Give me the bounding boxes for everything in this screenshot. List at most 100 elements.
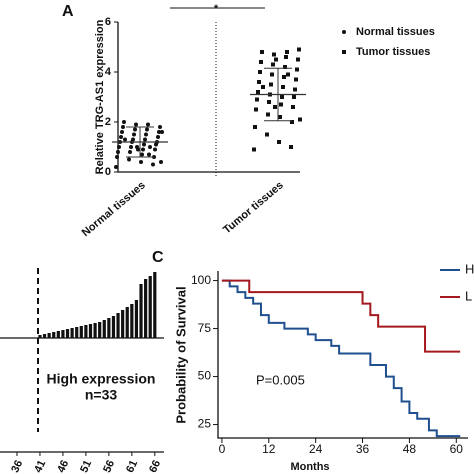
bar — [42, 334, 47, 338]
dot — [117, 145, 121, 149]
bar — [98, 322, 102, 338]
y-tick-label: 6 — [105, 16, 111, 28]
dot — [286, 72, 290, 77]
legend-marker — [342, 50, 346, 54]
dot — [289, 145, 293, 149]
legend-label: Tumor tissues — [356, 46, 430, 58]
dot — [283, 65, 287, 69]
dot — [145, 127, 149, 132]
sd-bar — [126, 126, 154, 158]
bar — [38, 335, 42, 338]
bar — [75, 327, 79, 338]
x-tick-label: 48 — [403, 442, 417, 456]
dot — [134, 122, 138, 127]
y-axis — [117, 22, 300, 173]
x-tick-label: 61 — [124, 458, 140, 474]
legend-marker — [342, 30, 346, 34]
bar — [52, 332, 56, 338]
legend-label: H — [465, 261, 474, 276]
dot — [144, 132, 148, 137]
dot — [293, 87, 297, 92]
dot — [258, 70, 262, 74]
dot — [252, 147, 256, 152]
y-tick-label: 50 — [198, 369, 212, 383]
dot — [266, 112, 270, 117]
dot — [131, 137, 135, 142]
dot — [274, 57, 278, 62]
dot — [159, 160, 163, 164]
dot — [277, 140, 281, 144]
n-label: n=33 — [85, 387, 118, 403]
bar — [111, 316, 116, 338]
x-tick-label: 36 — [356, 442, 370, 456]
y-tick-label: 100 — [191, 273, 211, 287]
x-axis-title: Months — [290, 461, 329, 473]
bar — [102, 320, 106, 338]
bar — [130, 304, 134, 338]
x-tick-label: 24 — [309, 442, 323, 456]
dot — [260, 50, 264, 54]
y-axis-title: Relative TRG-AS1 expression — [94, 19, 106, 174]
dot — [158, 125, 162, 129]
x-tick-label: 46 — [55, 458, 71, 474]
dot — [119, 135, 123, 139]
dot — [148, 145, 152, 149]
dot — [147, 152, 151, 157]
dot — [139, 160, 143, 164]
dot — [133, 127, 137, 132]
bar — [121, 310, 125, 338]
dot — [278, 115, 282, 119]
dot — [160, 130, 164, 134]
dot — [136, 147, 140, 152]
bar — [107, 318, 111, 338]
dot — [156, 135, 160, 139]
dot — [114, 165, 118, 169]
dot — [280, 95, 284, 99]
x-tick-label: 12 — [262, 442, 276, 456]
dot — [255, 97, 259, 102]
dot — [282, 75, 286, 79]
dot — [265, 132, 269, 137]
x-tick-label: Normal tissues — [80, 179, 148, 239]
dot — [297, 47, 301, 52]
dot — [267, 100, 271, 104]
panel-label: C — [152, 249, 164, 266]
legend-label: L — [465, 288, 472, 303]
panel-label: A — [62, 3, 74, 20]
x-tick-label: 66 — [147, 458, 163, 474]
dot — [116, 150, 120, 154]
dot — [153, 147, 157, 152]
y-tick-label: 2 — [105, 116, 111, 128]
dot — [253, 125, 257, 129]
dot — [284, 55, 288, 59]
dot — [128, 150, 132, 154]
bar — [153, 272, 157, 338]
x-tick-label: 56 — [101, 458, 117, 474]
dot — [285, 50, 289, 54]
dot — [157, 130, 161, 134]
significance: * — [214, 3, 219, 15]
dot — [254, 107, 258, 112]
dot — [279, 102, 283, 107]
bar — [93, 323, 97, 338]
dot — [143, 137, 147, 142]
x-tick-label: 60 — [450, 442, 464, 456]
y-tick-label: 0 — [105, 166, 111, 178]
annotation: High expression — [47, 371, 156, 387]
x-tick-label: 51 — [78, 458, 94, 474]
survival-curve — [221, 279, 461, 353]
dot — [140, 152, 144, 157]
dot — [290, 120, 294, 124]
sd-bar — [264, 67, 292, 122]
dot — [129, 145, 133, 149]
y-tick-label: 25 — [198, 417, 212, 431]
dot — [142, 142, 146, 147]
dot — [298, 117, 302, 122]
x-tick-label: Tumor tissues — [221, 179, 286, 236]
bar — [47, 333, 51, 338]
bar — [139, 284, 143, 338]
dot — [256, 90, 260, 94]
dot — [261, 85, 265, 89]
bar — [134, 300, 139, 338]
